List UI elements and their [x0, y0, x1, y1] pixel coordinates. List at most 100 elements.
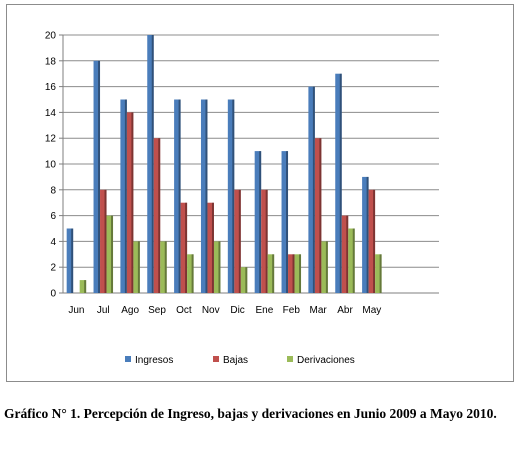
bar-body: [207, 202, 214, 293]
bar-chart: 0 2 4 6 8 10 12 14 16 18 20 Jun Jul Ago Sep Oct Nov Dic E…: [45, 31, 439, 366]
bar-body: [100, 189, 107, 293]
bar-shade: [158, 138, 161, 293]
bar-ingresos-jul: [93, 60, 101, 293]
bar-shade: [84, 280, 87, 293]
bar-shade: [352, 228, 355, 293]
bar-body: [321, 241, 328, 293]
bar-derivaciones-ene: [267, 254, 275, 293]
bar-body: [362, 176, 369, 293]
bar-body: [153, 138, 161, 293]
bar-derivaciones-feb: [294, 254, 302, 293]
bar-body: [106, 215, 114, 293]
bar-shade: [238, 189, 241, 293]
bar-shade: [346, 215, 349, 293]
bar-shade: [245, 267, 248, 293]
bar-shade: [71, 228, 74, 293]
bar-shade: [259, 151, 262, 293]
bar-derivaciones-nov: [213, 241, 221, 293]
chart-frame: 0 2 4 6 8 10 12 14 16 18 20 Jun Jul Ago Sep Oct Nov Dic E…: [6, 4, 514, 382]
x-tick-label: Mar: [310, 305, 328, 316]
bar-shade: [373, 189, 376, 293]
legend-label: Ingresos: [135, 355, 173, 366]
bar-body: [348, 228, 355, 293]
legend-label: Bajas: [223, 355, 248, 366]
x-axis-ticks: Jun Jul Ago Sep Oct Nov Dic Ene Feb Mar Abr May: [68, 305, 381, 316]
bar-bajas-ago: [126, 112, 134, 294]
bar-shade: [124, 99, 127, 293]
bar-derivaciones-abr: [348, 228, 355, 293]
x-tick-label: Feb: [283, 305, 301, 316]
bar-body: [93, 60, 101, 293]
x-tick-label: Sep: [148, 305, 166, 316]
bar-shade: [299, 254, 302, 293]
bar-body: [261, 189, 268, 293]
bar-ingresos-nov: [200, 99, 208, 293]
bar-body: [288, 254, 295, 293]
legend-swatch: [213, 356, 219, 362]
bar-bajas-dic: [234, 189, 241, 293]
bar-derivaciones-sep: [160, 241, 167, 293]
bar-shade: [286, 151, 289, 293]
legend-label: Derivaciones: [297, 355, 355, 366]
x-tick-label: Dic: [230, 305, 244, 316]
bar-shade: [312, 86, 315, 293]
bar-derivaciones-may: [375, 254, 382, 293]
bar-body: [133, 241, 140, 293]
bar-body: [368, 189, 376, 293]
bar-body: [341, 215, 349, 293]
bar-body: [234, 189, 241, 293]
x-tick-label: Ene: [256, 305, 274, 316]
bar-shade: [218, 241, 221, 293]
bar-ingresos-ene: [254, 151, 262, 293]
bar-bajas-nov: [207, 202, 214, 293]
bar-body: [314, 138, 322, 293]
y-tick-label: 0: [50, 289, 56, 300]
bar-derivaciones-oct: [187, 254, 194, 293]
bar-ingresos-jun: [66, 228, 74, 293]
bar-shade: [164, 241, 167, 293]
bar-shade: [379, 254, 382, 293]
bar-body: [335, 73, 342, 293]
x-tick-label: Jul: [97, 305, 110, 316]
bar-shade: [339, 73, 342, 293]
bar-shade: [104, 189, 107, 293]
bar-shade: [232, 99, 235, 293]
bar-ingresos-mar: [308, 86, 315, 293]
bar-derivaciones-jun: [79, 280, 87, 293]
bar-body: [213, 241, 221, 293]
bar-body: [308, 86, 315, 293]
bar-bajas-oct: [180, 202, 188, 293]
bar-shade: [111, 215, 114, 293]
bar-shade: [98, 60, 101, 293]
x-tick-label: Oct: [176, 305, 192, 316]
y-tick-label: 16: [45, 82, 57, 93]
bar-shade: [151, 35, 154, 293]
y-tick-label: 10: [45, 160, 57, 171]
x-tick-label: Abr: [337, 305, 353, 316]
bar-body: [240, 267, 248, 293]
y-tick-label: 4: [50, 237, 56, 248]
bars: [66, 35, 382, 294]
legend-swatch: [125, 356, 131, 362]
bar-ingresos-oct: [174, 99, 181, 293]
y-tick-label: 12: [45, 134, 57, 145]
bar-shade: [137, 241, 140, 293]
bar-ingresos-sep: [147, 35, 154, 293]
y-axis-ticks: 0 2 4 6 8 10 12 14 16 18 20: [45, 31, 57, 300]
bar-body: [254, 151, 262, 293]
bar-shade: [211, 202, 214, 293]
gridlines: [59, 34, 439, 294]
bar-shade: [366, 176, 369, 293]
bar-body: [375, 254, 382, 293]
bar-ingresos-feb: [281, 151, 289, 293]
bar-shade: [292, 254, 295, 293]
y-tick-label: 2: [50, 263, 56, 274]
bar-ingresos-ago: [120, 99, 127, 293]
legend-swatch: [287, 356, 293, 362]
bar-shade: [325, 241, 328, 293]
y-tick-label: 8: [50, 185, 56, 196]
bar-shade: [205, 99, 208, 293]
bar-bajas-may: [368, 189, 376, 293]
x-tick-label: Nov: [202, 305, 220, 316]
bar-body: [160, 241, 167, 293]
